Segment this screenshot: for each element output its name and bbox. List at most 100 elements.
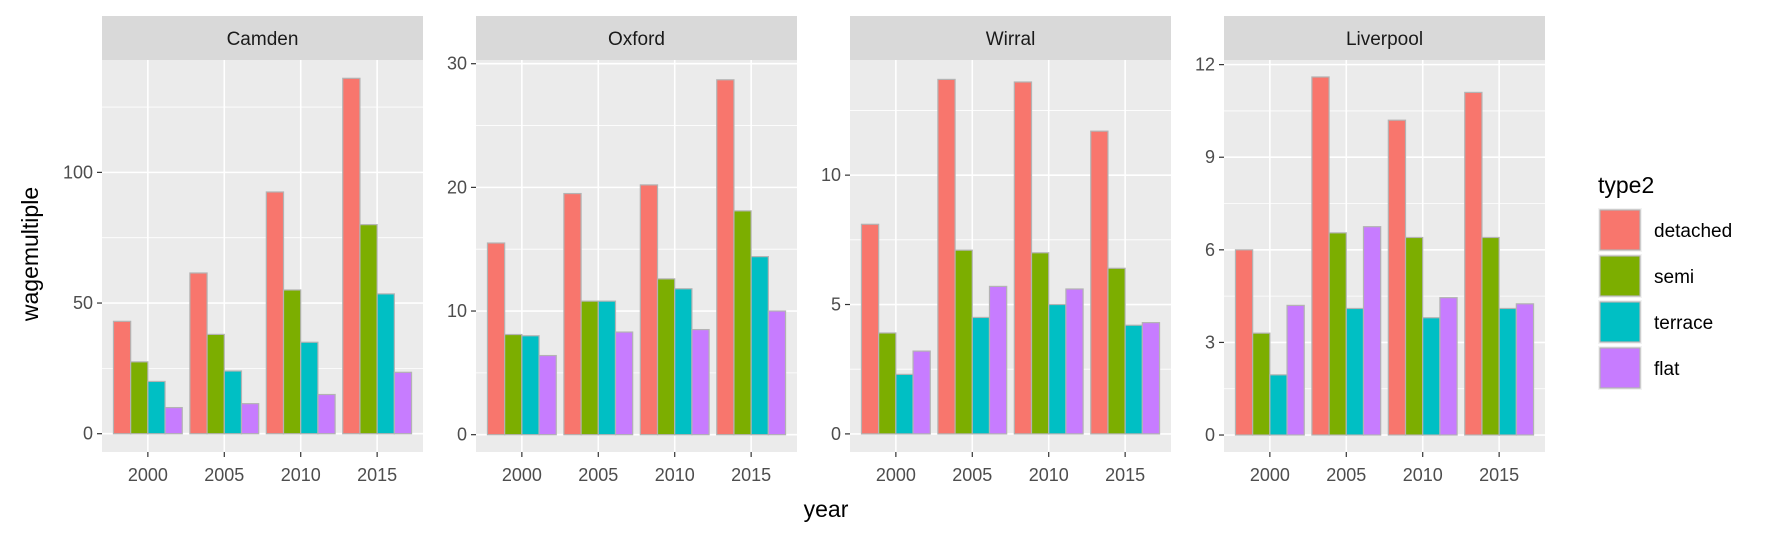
bar-semi-2000 — [130, 361, 149, 435]
panel-strip — [850, 16, 1171, 60]
x-tick-label: 2010 — [1029, 465, 1069, 485]
bar-flat-2015 — [393, 371, 413, 435]
bar-flat-2000 — [1286, 304, 1305, 436]
x-tick-label: 2000 — [1250, 465, 1290, 485]
bar-flat-2005 — [988, 285, 1008, 435]
y-tick-label: 3 — [1205, 332, 1215, 352]
legend-label-flat: flat — [1654, 359, 1680, 380]
panel-strip — [1224, 16, 1545, 60]
panel-title: Camden — [227, 29, 299, 50]
bar-detached-2000 — [860, 223, 880, 435]
bar-flat-2005 — [614, 331, 634, 436]
panel-strip — [102, 16, 423, 60]
y-tick-label: 10 — [447, 301, 467, 321]
bar-semi-2015 — [733, 210, 752, 436]
bar-flat-2010 — [317, 393, 336, 435]
bar-semi-2000 — [878, 332, 897, 435]
y-axis-title: wagemultiple — [17, 187, 43, 322]
panel-title: Oxford — [608, 29, 665, 50]
bar-terrace-2005 — [971, 316, 991, 435]
bar-detached-2015 — [342, 77, 361, 435]
bar-semi-2015 — [1481, 236, 1500, 436]
bar-flat-2000 — [538, 354, 557, 436]
bar-terrace-2015 — [1124, 324, 1143, 435]
legend-swatch-detached — [1599, 209, 1641, 251]
bar-semi-2005 — [206, 333, 225, 435]
x-tick-label: 2010 — [655, 465, 695, 485]
bar-detached-2000 — [1234, 249, 1254, 436]
legend-title: type2 — [1598, 172, 1654, 198]
legend-swatch-flat — [1599, 347, 1641, 389]
bar-detached-2010 — [1387, 119, 1407, 436]
bar-detached-2005 — [937, 78, 956, 435]
bar-terrace-2000 — [895, 373, 914, 435]
x-tick-label: 2010 — [281, 465, 321, 485]
bar-flat-2010 — [691, 328, 710, 436]
y-tick-label: 0 — [83, 424, 93, 444]
legend-label-terrace: terrace — [1654, 313, 1713, 334]
bar-terrace-2005 — [597, 300, 617, 436]
bar-detached-2005 — [1311, 76, 1330, 436]
legend-swatch-terrace — [1599, 301, 1641, 343]
bar-detached-2015 — [716, 79, 735, 436]
bar-detached-2005 — [189, 272, 208, 435]
x-tick-label: 2005 — [204, 465, 244, 485]
bar-detached-2000 — [112, 320, 132, 435]
y-tick-label: 30 — [447, 54, 467, 74]
x-tick-label: 2005 — [578, 465, 618, 485]
bar-detached-2010 — [265, 191, 285, 435]
bar-semi-2005 — [1328, 232, 1347, 436]
legend: type2 detached semi terrace flat — [1598, 172, 1732, 390]
bar-flat-2010 — [1439, 297, 1458, 436]
y-tick-label: 0 — [457, 425, 467, 445]
panel-title: Liverpool — [1346, 29, 1423, 50]
y-tick-label: 12 — [1195, 55, 1215, 75]
panel-oxford: Oxford 0 10 20 30 2000 2005 2010 2015 — [447, 16, 797, 485]
bar-flat-2005 — [1362, 226, 1382, 436]
x-tick-label: 2015 — [1479, 465, 1519, 485]
x-tick-label: 2000 — [128, 465, 168, 485]
y-tick-label: 100 — [63, 162, 93, 182]
x-tick-label: 2015 — [357, 465, 397, 485]
bar-terrace-2010 — [300, 341, 319, 435]
x-tick-label: 2000 — [876, 465, 916, 485]
y-tick-label: 9 — [1205, 147, 1215, 167]
bar-terrace-2010 — [674, 288, 693, 436]
bar-semi-2010 — [282, 289, 302, 435]
y-tick-label: 6 — [1205, 240, 1215, 260]
bar-terrace-2015 — [1498, 307, 1517, 436]
legend-swatch-semi — [1599, 255, 1641, 297]
bar-semi-2010 — [1404, 236, 1424, 436]
panel-title: Wirral — [986, 29, 1036, 50]
bar-semi-2015 — [359, 224, 378, 435]
x-axis-title: year — [804, 496, 849, 522]
bar-semi-2005 — [580, 300, 599, 436]
x-tick-label: 2005 — [952, 465, 992, 485]
bar-semi-2010 — [656, 278, 676, 436]
bar-terrace-2000 — [147, 380, 166, 435]
bar-detached-2015 — [1464, 91, 1483, 436]
x-tick-label: 2005 — [1326, 465, 1366, 485]
y-tick-label: 0 — [831, 424, 841, 444]
bar-flat-2015 — [1515, 303, 1535, 436]
bar-terrace-2000 — [521, 335, 540, 436]
bar-flat-2000 — [912, 350, 931, 435]
x-tick-label: 2015 — [731, 465, 771, 485]
y-tick-label: 20 — [447, 177, 467, 197]
bar-terrace-2000 — [1269, 374, 1288, 436]
bar-detached-2010 — [639, 184, 659, 436]
bar-semi-2005 — [954, 249, 973, 435]
panel-wirral: Wirral 0 5 10 2000 2005 2010 2015 — [821, 16, 1171, 485]
bar-semi-2010 — [1030, 252, 1050, 435]
bar-flat-2010 — [1065, 288, 1084, 435]
bar-detached-2010 — [1013, 81, 1033, 435]
bar-detached-2005 — [563, 192, 582, 436]
bar-terrace-2015 — [750, 256, 769, 436]
bar-detached-2015 — [1090, 130, 1109, 435]
panel-strip — [476, 16, 797, 60]
y-tick-label: 5 — [831, 295, 841, 315]
bar-flat-2015 — [767, 310, 787, 436]
bar-detached-2000 — [486, 242, 506, 436]
bar-terrace-2015 — [376, 293, 395, 435]
